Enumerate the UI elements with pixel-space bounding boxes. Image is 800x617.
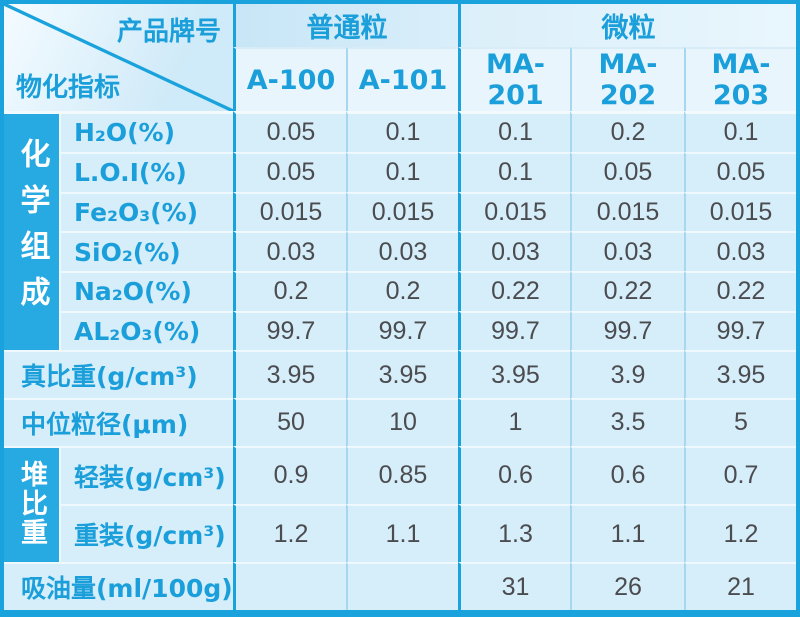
value-cell: 3.5: [570, 398, 684, 446]
value-cell: 0.1: [346, 151, 458, 192]
value-cell: 0.85: [346, 445, 458, 505]
value-cell: 0.015: [346, 191, 458, 232]
model-header-a100: A-100: [233, 47, 346, 111]
row-label: 轻装(g/cm³): [59, 445, 233, 505]
value-cell: 3.95: [346, 350, 458, 399]
row-label: H₂O(%): [59, 111, 233, 152]
value-cell: 0.22: [458, 271, 570, 311]
row-label-oil-absorption: 吸油量(ml/100g): [4, 562, 233, 610]
table-row: L.O.I(%) 0.05 0.1 0.1 0.05 0.05: [4, 151, 796, 192]
row-label: L.O.I(%): [59, 151, 233, 192]
table-row: 中位粒径(μm) 50 10 1 3.5 5: [4, 398, 796, 446]
row-label-true-density: 真比重(g/cm³): [4, 350, 233, 399]
diagonal-divider-line: [4, 4, 233, 111]
value-cell: 0.2: [233, 271, 346, 311]
model-header-a101: A-101: [346, 47, 458, 111]
value-cell: 0.03: [233, 231, 346, 272]
value-cell: 1.1: [346, 504, 458, 563]
value-cell: 1.2: [233, 504, 346, 563]
row-group-label: 化学组成: [14, 138, 50, 323]
value-cell: 0.015: [570, 191, 684, 232]
value-cell: 21: [684, 562, 796, 610]
value-cell: 31: [458, 562, 570, 610]
row-label: 重装(g/cm³): [59, 504, 233, 563]
value-cell: 0.015: [233, 191, 346, 232]
corner-label-product-brand: 产品牌号: [116, 17, 221, 47]
value-cell: 1.3: [458, 504, 570, 563]
value-cell: 0.1: [684, 111, 796, 152]
value-cell: 0.9: [233, 445, 346, 505]
table-row: SiO₂(%) 0.03 0.03 0.03 0.03 0.03: [4, 231, 796, 272]
value-cell: 0.6: [458, 445, 570, 505]
header-row-models: A-100 A-101 MA-201 MA-202 MA-203: [4, 47, 796, 111]
model-header-ma203: MA-203: [684, 47, 796, 111]
column-group-ordinary-particle: 普通粒: [233, 4, 458, 47]
value-cell: 0.03: [458, 231, 570, 272]
value-cell: 0.05: [233, 151, 346, 192]
value-cell: 1: [458, 398, 570, 446]
value-cell: 5: [684, 398, 796, 446]
row-group-bulk-density: 堆比重: [4, 445, 59, 563]
value-cell: 1.1: [570, 504, 684, 563]
value-cell: 0.03: [570, 231, 684, 272]
row-label-median-particle-size: 中位粒径(μm): [4, 398, 233, 446]
value-cell: 3.95: [458, 350, 570, 399]
value-cell: 50: [233, 398, 346, 446]
value-cell: [233, 562, 346, 610]
table-row: 吸油量(ml/100g) 31 26 21: [4, 562, 796, 610]
value-cell: 1.2: [684, 504, 796, 563]
value-cell: 99.7: [570, 310, 684, 351]
value-cell: [346, 562, 458, 610]
value-cell: 99.7: [458, 310, 570, 351]
value-cell: 3.95: [684, 350, 796, 399]
table-row: 化学组成 H₂O(%) 0.05 0.1 0.1 0.2 0.1: [4, 111, 796, 351]
table-row: Fe₂O₃(%) 0.015 0.015 0.015 0.015 0.015: [4, 191, 796, 232]
model-header-ma201: MA-201: [458, 47, 570, 111]
row-label: Fe₂O₃(%): [59, 191, 233, 232]
column-group-fine-particle: 微粒: [458, 4, 796, 47]
table-row: 堆比重 轻装(g/cm³) 0.9 0.85 0.6 0.6 0.7: [4, 445, 796, 563]
value-cell: 99.7: [233, 310, 346, 351]
value-cell: 0.03: [684, 231, 796, 272]
corner-label-physchem-index: 物化指标: [16, 73, 121, 103]
value-cell: 0.22: [570, 271, 684, 311]
value-cell: 0.05: [684, 151, 796, 192]
value-cell: 0.7: [684, 445, 796, 505]
row-label: SiO₂(%): [59, 231, 233, 272]
value-cell: 99.7: [346, 310, 458, 351]
value-cell: 0.1: [458, 111, 570, 152]
table-row: 重装(g/cm³) 1.2 1.1 1.3 1.1 1.2: [4, 504, 796, 563]
table-row: Na₂O(%) 0.2 0.2 0.22 0.22 0.22: [4, 271, 796, 311]
value-cell: 0.05: [570, 151, 684, 192]
value-cell: 0.1: [346, 111, 458, 152]
value-cell: 0.1: [458, 151, 570, 192]
row-label: Na₂O(%): [59, 271, 233, 311]
value-cell: 3.95: [233, 350, 346, 399]
value-cell: 0.015: [684, 191, 796, 232]
value-cell: 10: [346, 398, 458, 446]
value-cell: 3.9: [570, 350, 684, 399]
value-cell: 0.05: [233, 111, 346, 152]
corner-cell: 产品牌号 物化指标: [4, 4, 233, 111]
product-spec-table: 产品牌号 物化指标 普通粒 微粒 A-100 A-101 MA-201 MA-2…: [4, 4, 796, 610]
value-cell: 0.22: [684, 271, 796, 311]
table-row: AL₂O₃(%) 99.7 99.7 99.7 99.7 99.7: [4, 310, 796, 351]
value-cell: 0.2: [570, 111, 684, 152]
value-cell: 26: [570, 562, 684, 610]
header-row-groups: 产品牌号 物化指标 普通粒 微粒: [4, 4, 796, 111]
table-row: 真比重(g/cm³) 3.95 3.95 3.95 3.9 3.95: [4, 350, 796, 399]
value-cell: 0.015: [458, 191, 570, 232]
model-header-ma202: MA-202: [570, 47, 684, 111]
value-cell: 0.03: [346, 231, 458, 272]
row-label: AL₂O₃(%): [59, 310, 233, 351]
value-cell: 0.6: [570, 445, 684, 505]
row-group-chemical-composition: 化学组成: [4, 111, 59, 351]
value-cell: 99.7: [684, 310, 796, 351]
row-group-label: 堆比重: [16, 459, 47, 547]
value-cell: 0.2: [346, 271, 458, 311]
